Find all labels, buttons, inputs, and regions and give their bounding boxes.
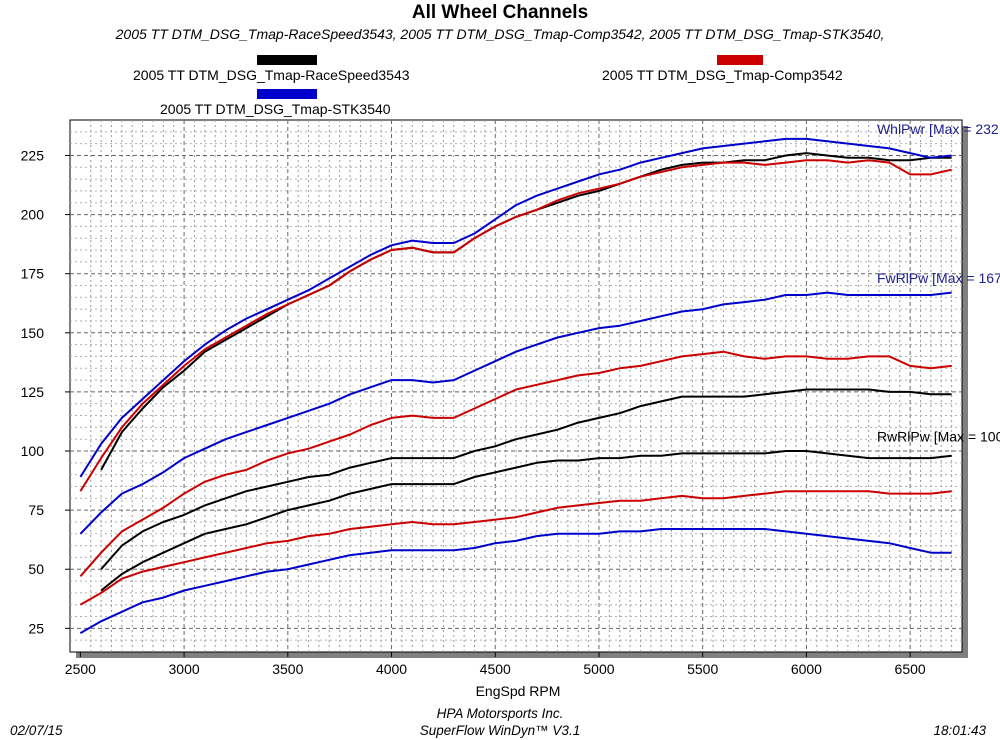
series-line-fwrlpw-0 bbox=[100, 388, 952, 570]
legend-label-racespeed: 2005 TT DTM_DSG_Tmap-RaceSpeed3543 bbox=[133, 67, 410, 83]
x-tick-label: 4000 bbox=[376, 661, 407, 677]
footer-software: SuperFlow WinDyn™ V3.1 bbox=[419, 723, 581, 738]
x-tick-label: 2500 bbox=[65, 661, 96, 677]
x-tick-label: 3000 bbox=[169, 661, 200, 677]
legend-swatch-racespeed bbox=[257, 55, 317, 65]
y-tick-label: 50 bbox=[28, 561, 44, 577]
x-axis-label: EngSpd RPM bbox=[476, 683, 561, 699]
chart-title: All Wheel Channels bbox=[411, 2, 589, 23]
x-tick-label: 6500 bbox=[895, 661, 926, 677]
series-line-rwrlpw-2 bbox=[79, 528, 952, 634]
y-tick-label: 175 bbox=[21, 266, 45, 282]
x-tick-label: 3500 bbox=[272, 661, 303, 677]
y-tick-label: 25 bbox=[28, 620, 44, 636]
series-line-fwrlpw-2 bbox=[79, 291, 952, 535]
series-line-rwrlpw-0 bbox=[100, 450, 952, 592]
y-tick-label: 225 bbox=[21, 147, 45, 163]
annotation-label: WhlPwr [Max = 232.2] bbox=[877, 121, 1000, 137]
legend-swatch-comp bbox=[717, 55, 763, 65]
footer-time: 18:01:43 bbox=[933, 723, 986, 738]
annotation-label: RwRlPw [Max = 100.2] bbox=[877, 429, 1000, 445]
footer-date: 02/07/15 bbox=[10, 723, 63, 738]
series-line-fwrlpw-1 bbox=[79, 350, 952, 577]
series-line-rwrlpw-1 bbox=[79, 490, 952, 606]
annotation-label: FwRlPw [Max = 167.1] bbox=[877, 270, 1000, 286]
series-line-whlpwr-1 bbox=[79, 159, 952, 492]
y-tick-label: 75 bbox=[28, 502, 44, 518]
footer-company: HPA Motorsports Inc. bbox=[436, 706, 564, 721]
series-line-whlpwr-2 bbox=[79, 137, 952, 478]
legend-label-stk: 2005 TT DTM_DSG_Tmap-STK3540 bbox=[160, 101, 391, 117]
x-tick-label: 4500 bbox=[480, 661, 511, 677]
y-tick-label: 125 bbox=[21, 384, 45, 400]
x-tick-label: 5000 bbox=[583, 661, 614, 677]
y-tick-label: 200 bbox=[21, 207, 45, 223]
x-tick-label: 5500 bbox=[687, 661, 718, 677]
x-tick-label: 6000 bbox=[791, 661, 822, 677]
y-tick-label: 150 bbox=[21, 325, 45, 341]
legend-swatch-stk bbox=[257, 89, 317, 99]
legend-label-comp: 2005 TT DTM_DSG_Tmap-Comp3542 bbox=[602, 67, 843, 83]
chart-subtitle: 2005 TT DTM_DSG_Tmap-RaceSpeed3543, 2005… bbox=[115, 26, 885, 42]
y-tick-label: 100 bbox=[21, 443, 45, 459]
